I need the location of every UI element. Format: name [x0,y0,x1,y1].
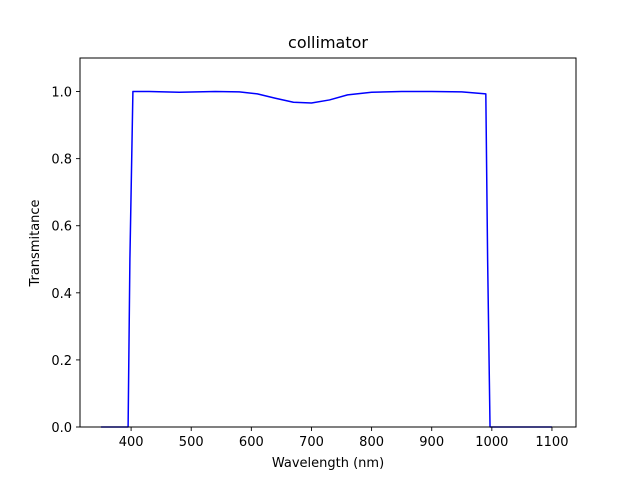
chart-title: collimator [288,33,368,52]
x-tick-label: 500 [179,435,204,450]
x-tick-label: 600 [239,435,264,450]
y-tick-label: 0.4 [51,287,72,302]
x-tick-label: 800 [359,435,384,450]
y-axis: 0.0 0.2 0.4 0.6 0.8 1.0 [51,86,80,436]
x-tick-label: 700 [299,435,324,450]
y-axis-title: Transmitance [28,199,43,287]
x-tick-label: 900 [419,435,444,450]
plot-area [101,90,552,428]
x-tick-label: 400 [119,435,144,450]
series-line-0 [101,90,552,428]
y-tick-label: 1.0 [51,86,72,101]
x-axis: 400 500 600 700 800 900 1000 1100 [119,427,568,450]
axes-frame [79,57,577,428]
y-tick-label: 0.8 [51,153,72,168]
y-tick-label: 0.6 [51,220,72,235]
y-tick-label: 0.0 [51,421,72,436]
x-tick-label: 1100 [535,435,568,450]
x-axis-title: Wavelength (nm) [272,456,384,471]
x-tick-label: 1000 [475,435,508,450]
y-tick-label: 0.2 [51,354,72,369]
